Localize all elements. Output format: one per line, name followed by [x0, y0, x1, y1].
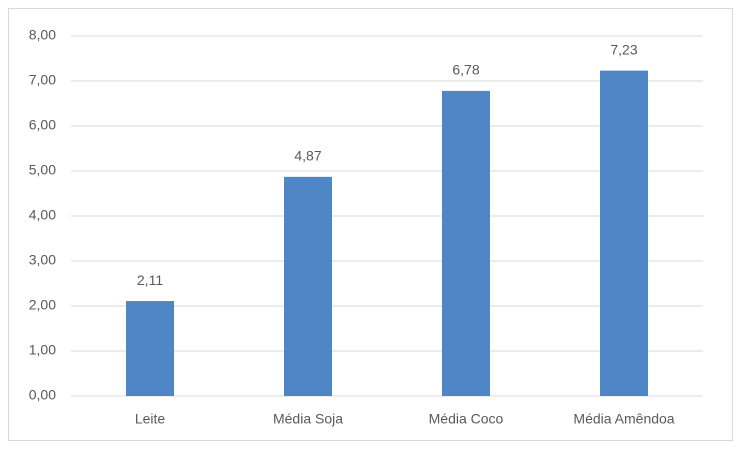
y-tick-label: 0,00 — [29, 387, 56, 403]
bar — [442, 90, 490, 397]
bar — [284, 176, 332, 396]
y-tick-label: 7,00 — [29, 72, 56, 88]
y-tick-label: 1,00 — [29, 342, 56, 358]
x-tick-label: Leite — [135, 411, 166, 427]
y-tick-label: 5,00 — [29, 162, 56, 178]
data-label: 4,87 — [294, 148, 321, 164]
x-tick-label: Média Coco — [429, 411, 504, 427]
y-tick-label: 6,00 — [29, 117, 56, 133]
data-label: 2,11 — [137, 272, 163, 288]
y-tick-label: 2,00 — [29, 297, 56, 313]
y-tick-label: 8,00 — [29, 27, 56, 43]
x-tick-label: Média Soja — [273, 411, 343, 427]
bar — [126, 301, 174, 396]
bar — [600, 70, 648, 397]
y-tick-label: 4,00 — [29, 207, 56, 223]
data-label: 6,78 — [452, 62, 479, 78]
x-tick-label: Média Amêndoa — [573, 411, 674, 427]
y-tick-label: 3,00 — [29, 252, 56, 268]
data-label: 7,23 — [610, 41, 637, 57]
